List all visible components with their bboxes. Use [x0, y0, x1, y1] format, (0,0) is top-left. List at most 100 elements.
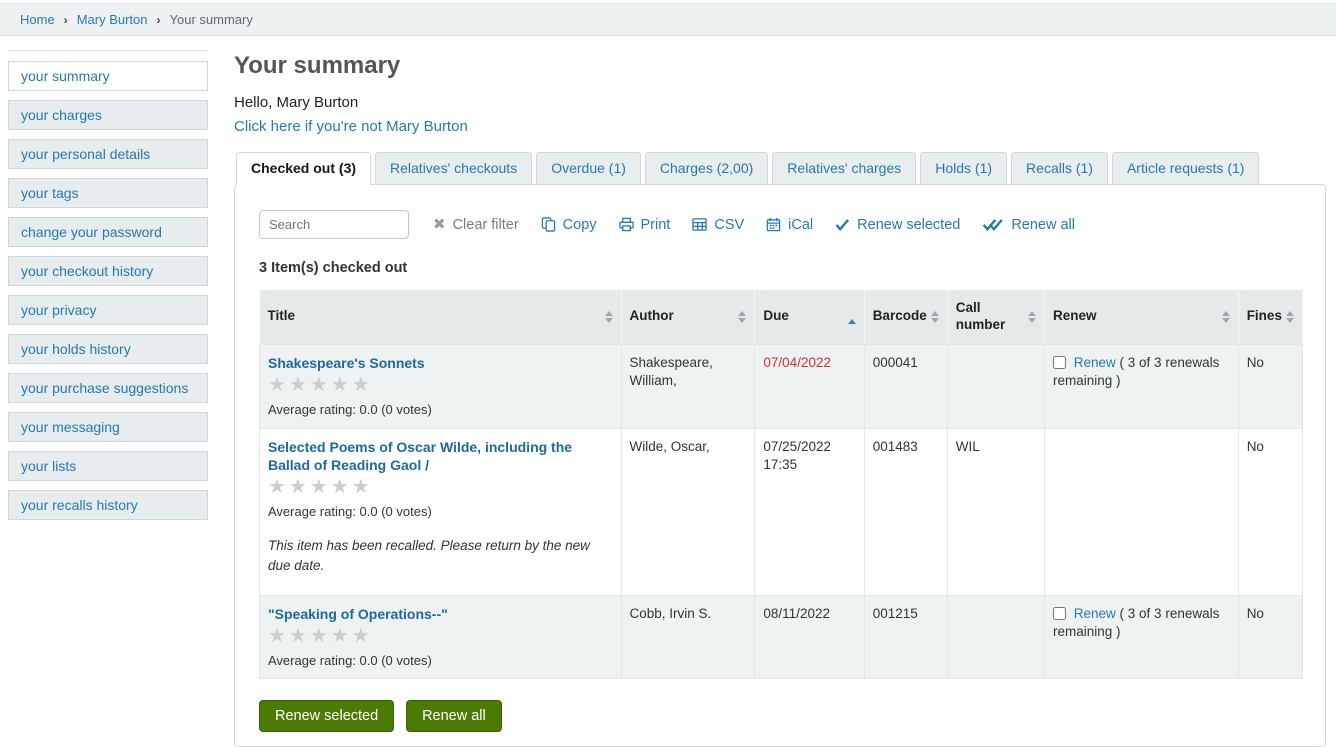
- renew-selected-tool[interactable]: Renew selected: [835, 217, 960, 233]
- rating-stars-icon[interactable]: ★★★★★: [268, 373, 373, 396]
- renew-note: ( 3 of 3 renewals remaining ): [1052, 354, 1220, 388]
- checked-out-panel: ✖ Clear filter Copy: [234, 184, 1326, 747]
- table-header-row: Title Author: [259, 290, 1304, 345]
- due-cell: 07/04/2022: [754, 343, 865, 429]
- sort-arrows-icon: [1221, 310, 1230, 323]
- printer-icon: [618, 217, 634, 232]
- tab[interactable]: Relatives' checkouts: [375, 152, 533, 185]
- renew-checkbox[interactable]: [1052, 606, 1066, 620]
- renew-all-button[interactable]: Renew all: [406, 700, 502, 733]
- renew-cell: [1043, 427, 1239, 596]
- not-you-link[interactable]: Click here if you're not Mary Burton: [234, 118, 468, 135]
- checkout-row: Selected Poems of Oscar Wilde, including…: [259, 427, 1304, 596]
- table-toolbar: ✖ Clear filter Copy: [259, 210, 1303, 239]
- title-link[interactable]: Shakespeare's Sonnets: [268, 354, 425, 371]
- average-rating: Average rating: 0.0 (0 votes): [268, 503, 432, 519]
- ical-label: iCal: [788, 216, 814, 233]
- column-label: Call number: [955, 300, 1006, 332]
- sidebar-item[interactable]: your tags: [8, 178, 208, 208]
- title-link[interactable]: "Speaking of Operations--": [268, 605, 448, 622]
- renew-note: ( 3 of 3 renewals remaining ): [1052, 605, 1220, 639]
- fines-cell: No: [1237, 594, 1304, 680]
- tab[interactable]: Relatives' charges: [772, 152, 917, 185]
- column-label: Fines: [1246, 308, 1282, 324]
- tab[interactable]: Recalls (1): [1011, 152, 1108, 185]
- renew-all-label: Renew all: [1011, 216, 1075, 233]
- column-label: Renew: [1052, 308, 1097, 324]
- call-number-cell: [946, 343, 1045, 429]
- tab[interactable]: Holds (1): [920, 152, 1008, 185]
- sidebar-item[interactable]: your summary: [8, 61, 208, 91]
- renew-selected-label: Renew selected: [857, 216, 961, 233]
- tab[interactable]: Checked out (3): [236, 152, 372, 185]
- title-cell: "Speaking of Operations--" ★★★★★ Average…: [259, 594, 622, 680]
- sidebar-item[interactable]: your lists: [8, 451, 208, 481]
- sidebar-item[interactable]: your privacy: [8, 295, 208, 325]
- author-cell: Cobb, Irvin S.: [620, 594, 756, 680]
- rating-stars-icon[interactable]: ★★★★★: [268, 475, 373, 498]
- checkouts-table: Title Author: [259, 290, 1304, 680]
- ical-button[interactable]: iCal: [766, 217, 813, 233]
- sidebar-item[interactable]: change your password: [8, 217, 208, 247]
- column-header[interactable]: Renew: [1044, 290, 1239, 345]
- renew-link[interactable]: Renew: [1073, 354, 1116, 370]
- print-button[interactable]: Print: [618, 217, 670, 233]
- clear-filter-button[interactable]: ✖ Clear filter: [433, 217, 519, 233]
- title-cell: Shakespeare's Sonnets ★★★★★ Average rati…: [259, 343, 622, 429]
- due-cell: 08/11/2022: [754, 594, 865, 680]
- average-rating: Average rating: 0.0 (0 votes): [268, 401, 432, 417]
- copy-label: Copy: [562, 216, 597, 233]
- sort-arrows-icon: [604, 310, 613, 323]
- renew-checkbox[interactable]: [1052, 355, 1066, 369]
- checkout-row: Shakespeare's Sonnets ★★★★★ Average rati…: [259, 343, 1304, 429]
- column-header[interactable]: Title: [259, 290, 622, 345]
- page-title: Your summary: [234, 52, 401, 79]
- fines-cell: No: [1237, 427, 1304, 596]
- column-label: Barcode: [872, 308, 927, 324]
- author-cell: Shakespeare, William,: [620, 343, 756, 429]
- renew-selected-button[interactable]: Renew selected: [259, 700, 395, 733]
- search-input[interactable]: [259, 210, 409, 239]
- calendar-icon: [766, 217, 781, 232]
- chevron-right-icon: ›: [156, 12, 161, 27]
- renew-cell: Renew ( 3 of 3 renewals remaining ): [1043, 594, 1239, 680]
- sidebar-item[interactable]: your checkout history: [8, 256, 208, 286]
- sidebar-item[interactable]: your charges: [8, 100, 208, 130]
- breadcrumb: Home › Mary Burton › Your summary: [0, 3, 1336, 36]
- sidebar-item[interactable]: your messaging: [8, 412, 208, 442]
- rating-stars-icon[interactable]: ★★★★★: [268, 624, 373, 647]
- sidebar-item[interactable]: your recalls history: [8, 490, 208, 520]
- column-header[interactable]: Due: [754, 290, 865, 345]
- table-grid-icon: [692, 217, 708, 232]
- breadcrumb-current: Your summary: [169, 12, 253, 27]
- copy-button[interactable]: Copy: [541, 217, 597, 233]
- tab[interactable]: Charges (2,00): [644, 152, 769, 185]
- csv-button[interactable]: CSV: [692, 217, 744, 233]
- title-link[interactable]: Selected Poems of Oscar Wilde, including…: [268, 438, 573, 473]
- sort-arrows-icon: [1286, 310, 1294, 323]
- main-area: Your summary Hello, Mary Burton Click he…: [234, 50, 1326, 747]
- tab[interactable]: Overdue (1): [536, 152, 641, 185]
- column-header[interactable]: Fines: [1238, 290, 1304, 345]
- due-cell: 07/25/2022 17:35: [754, 427, 865, 596]
- sidebar-item[interactable]: your personal details: [8, 139, 208, 169]
- tab[interactable]: Article requests (1): [1111, 152, 1260, 185]
- greeting-text: Hello, Mary Burton: [234, 94, 359, 111]
- renew-all-tool[interactable]: Renew all: [982, 217, 1075, 233]
- sidebar-item[interactable]: your purchase suggestions: [8, 373, 208, 403]
- column-header[interactable]: Barcode: [864, 290, 948, 345]
- sidebar-item[interactable]: your holds history: [8, 334, 208, 364]
- renew-actions: Renew selected Renew all: [259, 700, 1303, 733]
- column-header[interactable]: Author: [621, 290, 756, 345]
- renew-link[interactable]: Renew: [1073, 605, 1116, 621]
- column-header[interactable]: Call number: [947, 290, 1045, 345]
- call-number-cell: WIL: [946, 427, 1045, 596]
- renew-cell: Renew ( 3 of 3 renewals remaining ): [1043, 343, 1239, 429]
- breadcrumb-home-link[interactable]: Home: [20, 12, 55, 27]
- page-content: your summary your charges your personal de…: [0, 36, 1336, 747]
- column-label: Due: [763, 308, 789, 324]
- title-cell: Selected Poems of Oscar Wilde, including…: [259, 427, 622, 596]
- fines-cell: No: [1237, 343, 1304, 429]
- breadcrumb-patron-link[interactable]: Mary Burton: [76, 12, 148, 27]
- author-cell: Wilde, Oscar,: [620, 427, 756, 596]
